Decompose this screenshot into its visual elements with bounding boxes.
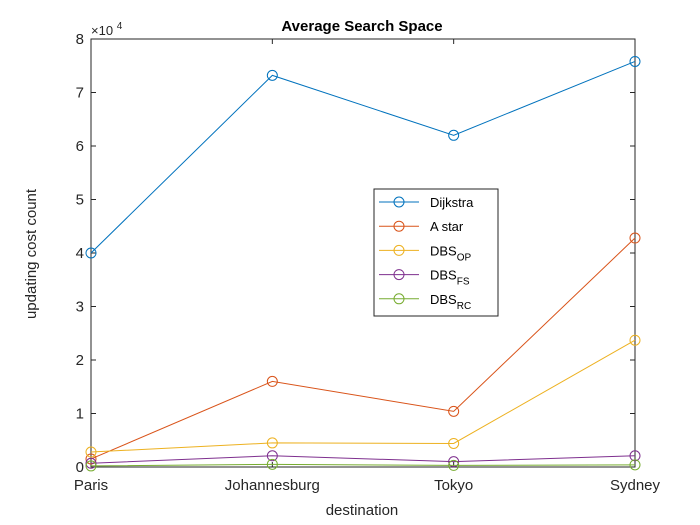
series-line: [90, 455, 636, 464]
legend-swatch-marker: [393, 269, 405, 281]
data-point: [266, 437, 278, 449]
data-point: [85, 446, 97, 458]
y-tick-label: 1: [76, 406, 84, 423]
exponent-base: ×10: [91, 23, 113, 38]
legend-entry: DBSRC: [430, 292, 471, 312]
data-point: [85, 460, 97, 472]
y-tick-label: 3: [76, 299, 84, 316]
data-point: [629, 55, 641, 67]
data-point: [448, 437, 460, 449]
x-axis-label: destination: [326, 502, 399, 519]
series-line: [90, 339, 636, 453]
data-point: [448, 459, 460, 471]
legend-swatch-marker: [393, 196, 405, 208]
exponent-power: 4: [117, 21, 123, 32]
legend-entry: DBSOP: [430, 243, 472, 263]
legend-swatch-marker: [393, 244, 405, 256]
y-axis-exponent: ×10 4: [91, 21, 123, 38]
series-4: [85, 458, 641, 472]
legend-entry: A star: [430, 219, 464, 234]
data-point: [266, 458, 278, 470]
legend-entry-subscript: RC: [457, 301, 471, 312]
x-tick-label: Tokyo: [434, 477, 473, 494]
legend-entry-name: DBS: [430, 243, 457, 258]
y-tick-label: 6: [76, 138, 84, 155]
legend-entry-name: Dijkstra: [430, 195, 474, 210]
series-1: [85, 232, 641, 465]
data-point: [629, 232, 641, 244]
data-point: [629, 450, 641, 462]
y-tick-label: 2: [76, 352, 84, 369]
series-line: [90, 61, 636, 254]
data-point: [266, 375, 278, 387]
series-layer: [85, 55, 641, 472]
y-tick-label: 5: [76, 192, 84, 209]
legend-swatch-marker: [393, 293, 405, 305]
data-point: [448, 129, 460, 141]
y-tick-label: 4: [76, 245, 84, 262]
legend-entry-subscript: OP: [457, 252, 472, 263]
data-point: [448, 405, 460, 417]
legend-entry-name: DBS: [430, 268, 457, 283]
y-tick-label: 8: [76, 31, 84, 48]
y-tick-label: 7: [76, 85, 84, 102]
series-3: [85, 450, 641, 469]
data-point: [85, 457, 97, 469]
legend-swatch-marker: [393, 220, 405, 232]
legend-entry: DBSFS: [430, 268, 470, 288]
legend-entry-name: DBS: [430, 292, 457, 307]
plot-box: [90, 38, 636, 468]
data-point: [629, 459, 641, 471]
data-point: [85, 453, 97, 465]
series-0: [85, 55, 641, 259]
x-tick-label: Paris: [74, 477, 108, 494]
series-line: [90, 237, 636, 460]
data-point: [629, 334, 641, 346]
x-tick-label: Sydney: [610, 477, 661, 494]
x-tick-label: Johannesburg: [225, 477, 320, 494]
series-2: [85, 334, 641, 458]
y-tick-label: 0: [76, 459, 84, 476]
data-point: [266, 450, 278, 462]
series-line: [90, 463, 636, 467]
legend-entry-subscript: FS: [457, 277, 470, 288]
legend-entry: Dijkstra: [430, 195, 474, 210]
data-point: [85, 247, 97, 259]
data-point: [266, 69, 278, 81]
chart-title: Average Search Space: [281, 18, 442, 35]
data-point: [448, 456, 460, 468]
legend-entry-name: A star: [430, 219, 464, 234]
axes: 0 1 2 3 4 5 6 7 8 Paris Johannesburg Tokyo Sydney: [74, 31, 661, 494]
y-axis-label: updating cost count: [23, 188, 40, 319]
